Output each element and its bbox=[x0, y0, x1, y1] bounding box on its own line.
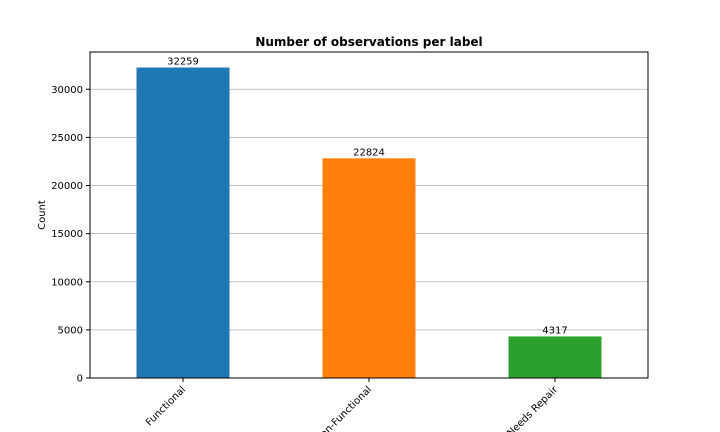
bar-value-label: 22824 bbox=[353, 147, 385, 158]
bar bbox=[136, 67, 230, 378]
y-tick-label: 10000 bbox=[51, 277, 83, 288]
y-axis-label: Count bbox=[37, 200, 48, 230]
bar-value-label: 32259 bbox=[167, 57, 199, 68]
y-tick-label: 5000 bbox=[58, 325, 83, 336]
x-axis: Functional Non-Functional Needs Repair bbox=[144, 378, 561, 432]
x-tick-label: Needs Repair bbox=[505, 384, 560, 432]
bar-value-label: 4317 bbox=[542, 325, 567, 336]
bars bbox=[136, 67, 602, 378]
y-tick-label: 25000 bbox=[51, 133, 83, 144]
y-tick-label: 0 bbox=[77, 374, 83, 385]
y-tick-label: 15000 bbox=[51, 229, 83, 240]
y-tick-label: 30000 bbox=[51, 85, 83, 96]
chart-title: Number of observations per label bbox=[255, 35, 482, 49]
x-tick-label: Functional bbox=[144, 384, 188, 428]
data-labels: 32259 22824 4317 bbox=[167, 57, 568, 337]
y-axis: 0 5000 10000 15000 20000 25000 30000 bbox=[51, 85, 90, 385]
y-tick-label: 20000 bbox=[51, 181, 83, 192]
bar bbox=[508, 336, 602, 378]
x-tick-label: Non-Functional bbox=[313, 384, 374, 432]
bar bbox=[322, 158, 416, 378]
